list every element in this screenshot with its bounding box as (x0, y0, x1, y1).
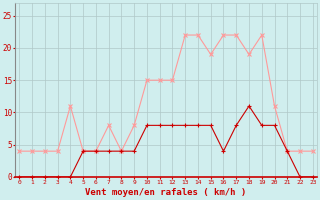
X-axis label: Vent moyen/en rafales ( km/h ): Vent moyen/en rafales ( km/h ) (85, 188, 247, 197)
